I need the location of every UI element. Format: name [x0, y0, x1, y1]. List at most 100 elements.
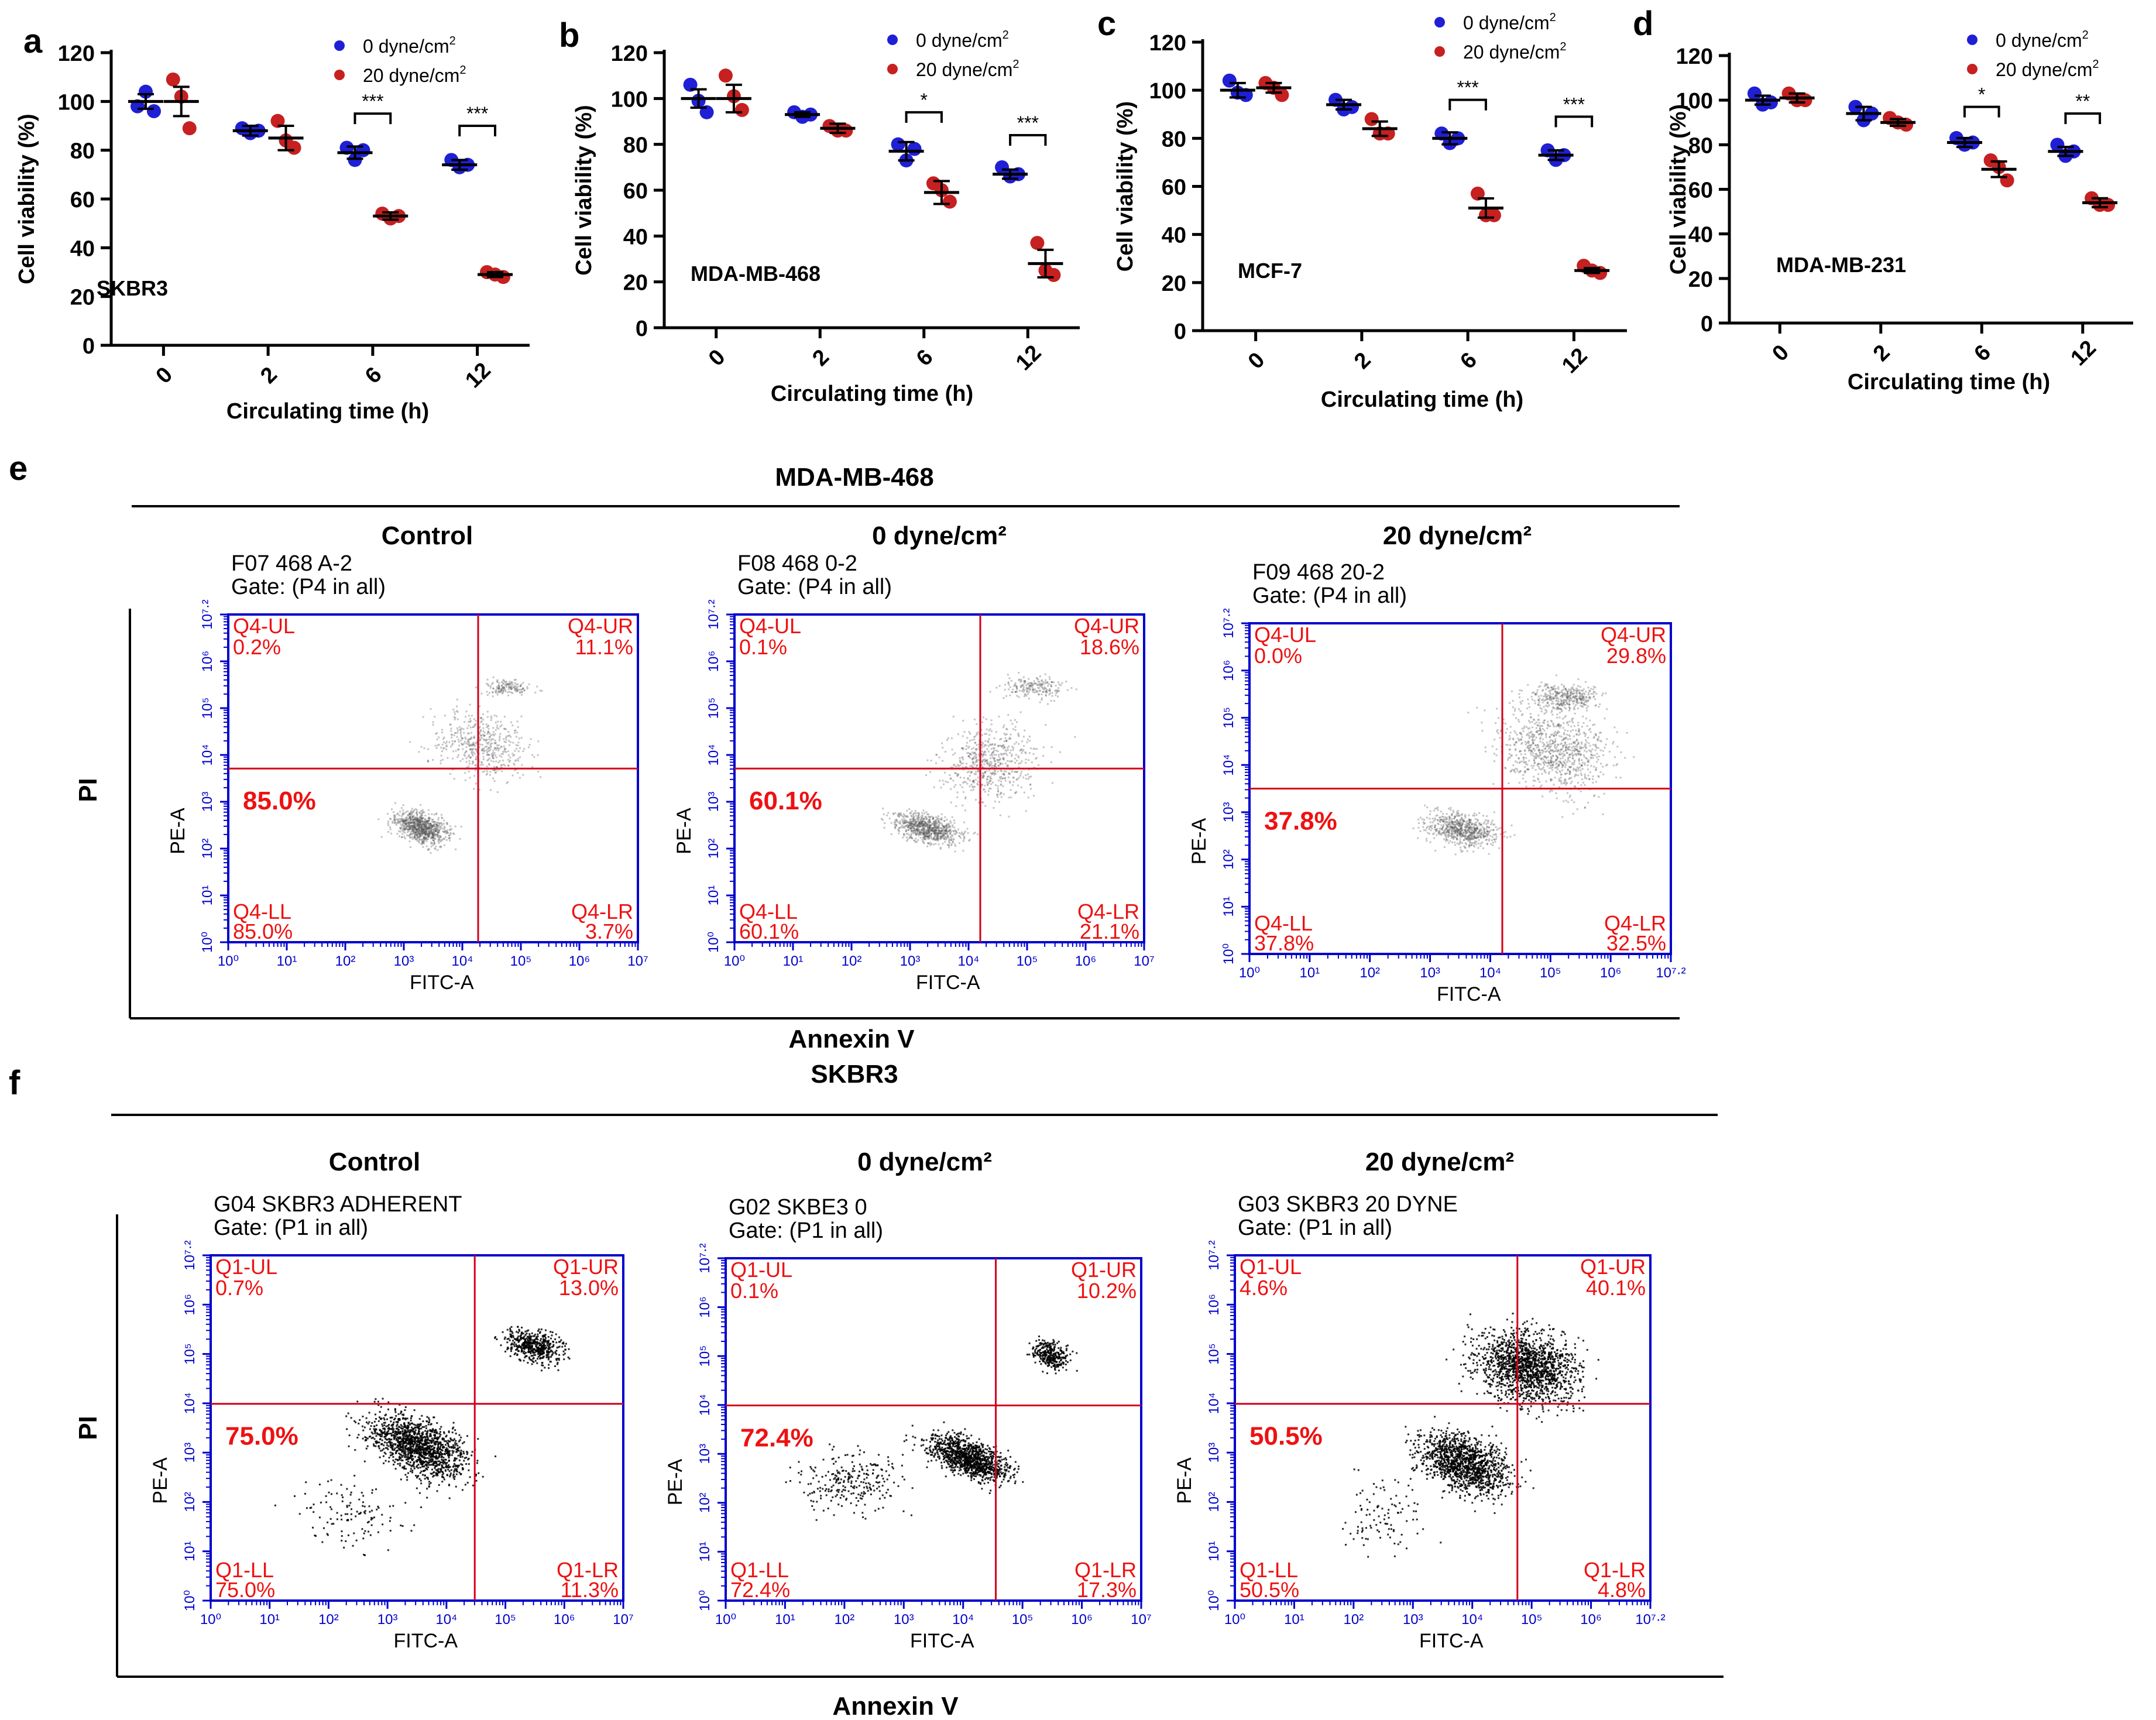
event-dot	[435, 828, 438, 830]
event-dot	[1537, 746, 1540, 748]
event-dot	[1542, 738, 1544, 740]
event-dot	[1480, 836, 1482, 839]
series-0	[681, 77, 1028, 184]
event-dot	[917, 828, 919, 830]
event-dot	[403, 819, 405, 821]
event-dot	[936, 822, 939, 825]
event-dot	[456, 710, 459, 713]
event-dot	[441, 839, 443, 842]
event-dot	[489, 771, 492, 773]
significance-label: *	[1978, 84, 1985, 105]
event-dot	[1045, 687, 1047, 689]
event-dot	[926, 823, 928, 825]
event-dot	[1584, 750, 1586, 752]
event-dot	[959, 835, 961, 837]
event-dot	[936, 838, 938, 840]
event-dot	[440, 825, 442, 828]
event-dot	[492, 757, 495, 760]
event-dot	[1005, 740, 1008, 742]
event-dot	[987, 784, 989, 787]
x-tick-label: 0	[152, 362, 178, 389]
event-dot	[1456, 842, 1458, 844]
event-dot	[410, 836, 413, 839]
event-dot	[404, 828, 406, 830]
event-dot	[487, 730, 490, 733]
event-dot	[513, 763, 515, 765]
event-dot	[411, 830, 414, 833]
event-dot	[969, 740, 971, 742]
event-dot	[399, 820, 401, 822]
event-dot	[932, 830, 934, 833]
event-dot	[500, 689, 502, 692]
event-dot	[475, 782, 477, 785]
event-dot	[1015, 771, 1018, 773]
event-dot	[1504, 830, 1506, 833]
event-dot	[435, 732, 438, 734]
event-dot	[471, 715, 473, 717]
event-dot	[504, 690, 507, 692]
event-dot	[427, 827, 429, 829]
event-dot	[919, 836, 922, 839]
event-dot	[516, 747, 518, 750]
event-dot	[944, 841, 946, 843]
event-dot	[507, 694, 510, 696]
event-dot	[952, 780, 955, 782]
event-dot	[987, 775, 990, 778]
event-dot	[969, 785, 971, 788]
event-dot	[928, 832, 931, 835]
event-dot	[493, 780, 496, 782]
event-dot	[469, 744, 472, 747]
event-dot	[490, 717, 493, 719]
event-dot	[498, 687, 500, 689]
event-dot	[1580, 773, 1582, 775]
event-dot	[413, 836, 416, 839]
event-dot	[421, 843, 423, 845]
event-dot	[924, 821, 926, 823]
event-dot	[1029, 740, 1031, 742]
legend-marker-20	[1434, 46, 1445, 57]
event-dot	[519, 756, 521, 758]
event-dot	[936, 828, 939, 830]
event-dot	[977, 731, 980, 733]
event-dot	[425, 840, 428, 843]
event-dot	[1571, 762, 1574, 764]
event-dot	[942, 829, 944, 831]
event-dot	[418, 825, 420, 827]
event-dot	[432, 836, 434, 839]
event-dot	[970, 783, 973, 785]
x-tick-label: 10⁷	[627, 953, 648, 969]
event-dot	[515, 736, 517, 738]
event-dot	[1486, 815, 1488, 818]
event-dot	[947, 830, 950, 832]
y-tick-label: 10⁴	[706, 744, 722, 765]
event-dot	[940, 837, 942, 839]
event-dot	[404, 820, 406, 822]
event-dot	[438, 835, 440, 837]
event-dot	[913, 827, 915, 829]
event-dot	[926, 826, 928, 828]
event-dot	[1045, 682, 1048, 684]
event-dot	[413, 827, 415, 829]
event-dot	[434, 837, 437, 840]
event-dot	[946, 830, 949, 833]
event-dot	[1451, 818, 1453, 820]
event-dot	[914, 839, 916, 842]
event-dot	[443, 747, 445, 749]
x-axis-label: Circulating time (h)	[1848, 370, 2050, 394]
event-dot	[453, 734, 455, 736]
event-dot	[435, 824, 438, 826]
event-dot	[401, 823, 404, 826]
event-dot	[939, 830, 942, 832]
event-dot	[997, 785, 999, 787]
event-dot	[936, 817, 939, 819]
event-dot	[943, 833, 945, 835]
event-dot	[442, 831, 445, 833]
event-dot	[943, 837, 945, 840]
event-dot	[413, 821, 416, 823]
event-dot	[953, 833, 956, 835]
event-dot	[418, 829, 420, 832]
event-dot	[1481, 829, 1483, 832]
event-dot	[512, 741, 514, 744]
event-dot	[921, 818, 923, 820]
